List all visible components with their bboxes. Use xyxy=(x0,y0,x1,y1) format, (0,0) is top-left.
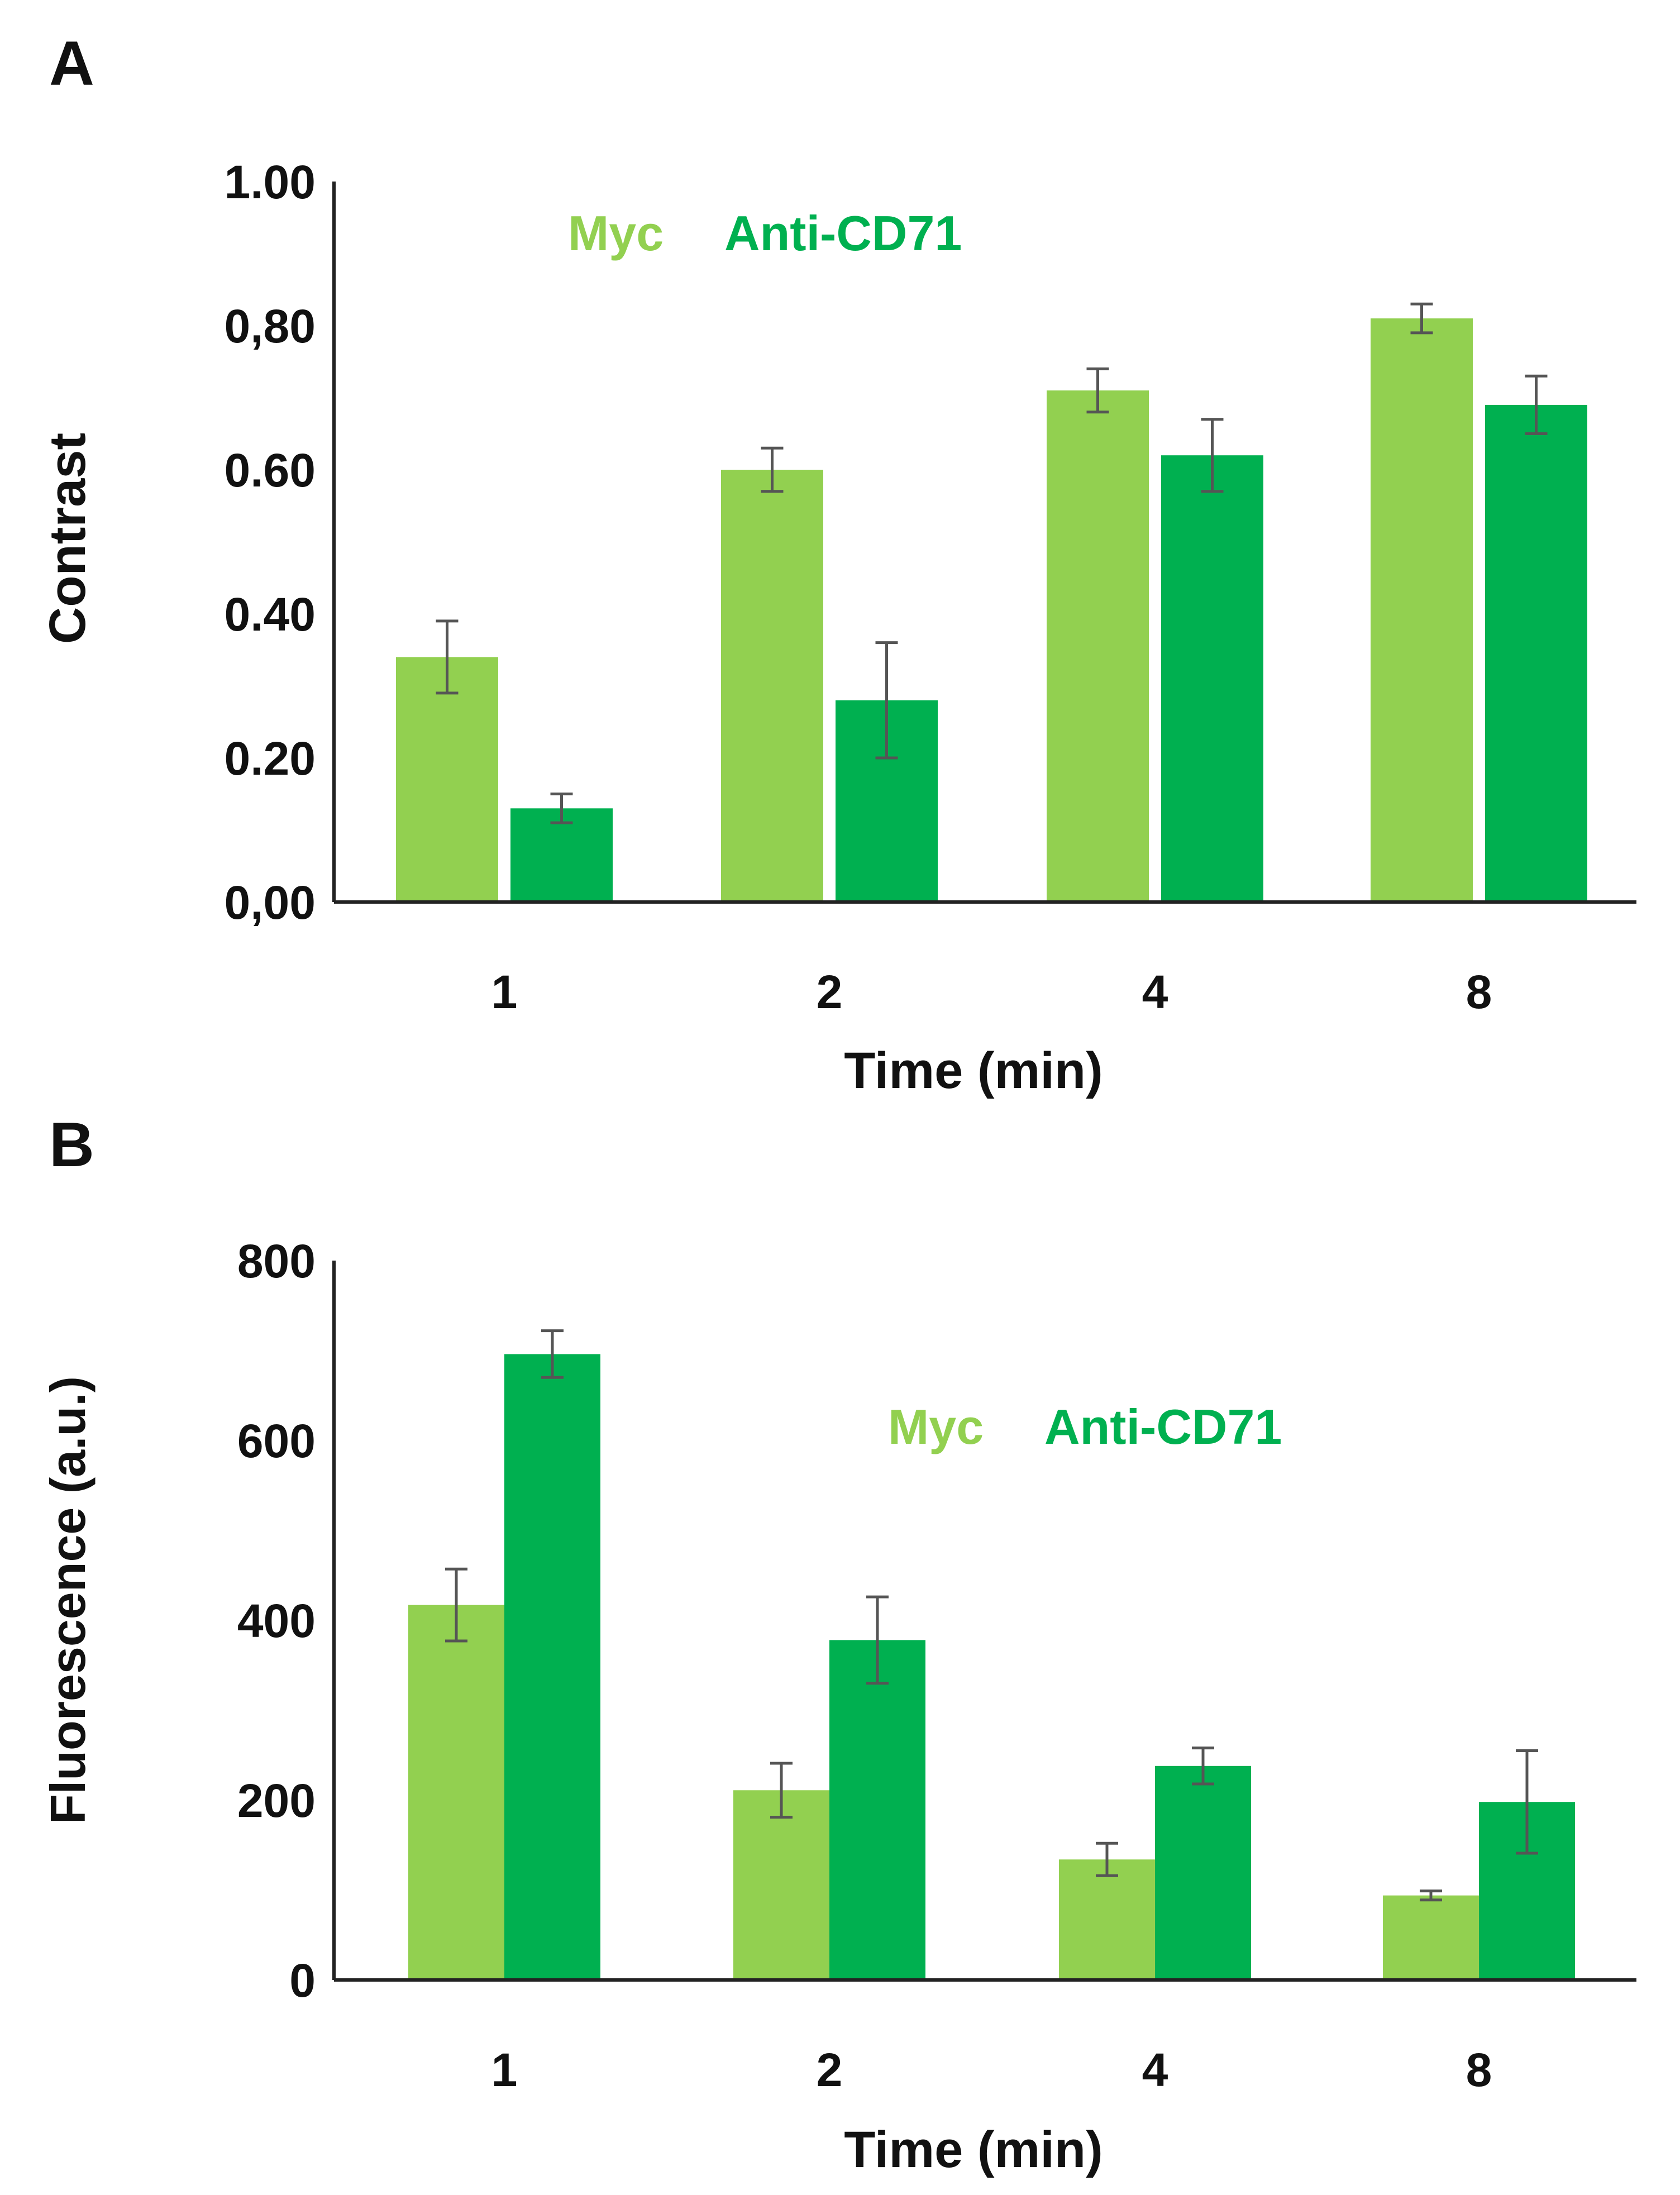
panel-a-y-tick-labels: 0,00 0.20 0.40 0.60 0,80 1.00 xyxy=(225,156,316,929)
panel-b-legend: Myc Anti-CD71 xyxy=(888,1399,1282,1454)
bar-myc-t4 xyxy=(1047,390,1149,902)
error-bar-anti-cd71-t4 xyxy=(1192,1747,1214,1786)
error-bar-myc-t1 xyxy=(445,1567,467,1643)
x-tick-label: 1 xyxy=(491,2044,518,2096)
bar-myc-t1 xyxy=(396,657,498,902)
x-tick-label: 2 xyxy=(817,966,843,1018)
panel-b-plot-area xyxy=(408,1329,1575,1980)
panel-a-plot-area xyxy=(396,302,1587,902)
y-tick-label: 0.60 xyxy=(225,444,316,497)
error-bar-anti-cd71-t1 xyxy=(550,793,573,824)
panel-a-legend-myc: Myc xyxy=(568,206,664,261)
bar-myc-t1 xyxy=(408,1605,504,1980)
error-bar-myc-t2 xyxy=(770,1762,793,1819)
bar-myc-t8 xyxy=(1383,1895,1479,1980)
error-bar-anti-cd71-t4 xyxy=(1201,418,1224,493)
x-tick-label: 4 xyxy=(1142,966,1168,1018)
y-tick-label: 0.20 xyxy=(225,732,316,785)
bar-anti-cd71-t4 xyxy=(1161,455,1263,902)
panel-b-legend-myc: Myc xyxy=(888,1399,984,1454)
bar-anti-cd71-t1 xyxy=(504,1354,600,1980)
y-tick-label: 0,00 xyxy=(225,876,316,929)
panel-a-x-axis-label: Time (min) xyxy=(844,1042,1102,1099)
x-tick-label: 2 xyxy=(817,2044,843,2096)
x-tick-label: 8 xyxy=(1466,2044,1492,2096)
y-tick-label: 400 xyxy=(237,1595,316,1647)
error-bar-anti-cd71-t8 xyxy=(1516,1749,1538,1855)
x-tick-label: 8 xyxy=(1466,966,1492,1018)
panel-b-y-tick-labels: 0 200 400 600 800 xyxy=(237,1235,316,2007)
bar-myc-t2 xyxy=(721,470,823,902)
error-bar-myc-t8 xyxy=(1420,1889,1442,1902)
panel-b-y-axis-label: Fluorescence (a.u.) xyxy=(40,1376,96,1824)
bar-myc-t2 xyxy=(733,1790,829,1980)
y-tick-label: 1.00 xyxy=(225,156,316,208)
panel-a-legend-anti-cd71: Anti-CD71 xyxy=(724,206,962,261)
y-tick-label: 200 xyxy=(237,1774,316,1827)
panel-a-y-axis-label: Contrast xyxy=(39,433,96,644)
x-tick-label: 4 xyxy=(1142,2044,1168,2096)
panel-a-legend: Myc Anti-CD71 xyxy=(568,206,962,261)
bar-myc-t4 xyxy=(1059,1859,1155,1980)
bar-anti-cd71-t8 xyxy=(1485,404,1587,902)
y-tick-label: 600 xyxy=(237,1415,316,1467)
y-tick-label: 0,80 xyxy=(225,300,316,352)
bar-anti-cd71-t2 xyxy=(829,1640,925,1980)
error-bar-myc-t2 xyxy=(761,446,784,493)
panel-b-label: B xyxy=(49,1110,94,1180)
panel-a-chart: A 0,00 0.20 0.40 0.60 0,80 1.00 1 2 4 8 Time (mi… xyxy=(39,28,1636,1099)
error-bar-anti-cd71-t2 xyxy=(875,641,898,760)
panel-b-x-tick-labels: 1 2 4 8 xyxy=(491,2044,1492,2096)
error-bar-anti-cd71-t8 xyxy=(1525,374,1548,435)
y-tick-label: 0.40 xyxy=(225,588,316,641)
y-tick-label: 800 xyxy=(237,1235,316,1287)
error-bar-anti-cd71-t2 xyxy=(866,1595,889,1685)
panel-b-chart: B 0 200 400 600 800 1 2 4 8 Time (min) Fluoresc… xyxy=(40,1110,1636,2178)
error-bar-myc-t4 xyxy=(1086,367,1109,414)
bar-anti-cd71-t4 xyxy=(1155,1765,1251,1980)
bar-myc-t8 xyxy=(1371,318,1473,902)
panel-b-legend-anti-cd71: Anti-CD71 xyxy=(1044,1399,1282,1454)
panel-b-x-axis-label: Time (min) xyxy=(844,2121,1102,2178)
error-bar-myc-t4 xyxy=(1096,1841,1118,1877)
panel-a-label: A xyxy=(49,28,94,98)
error-bar-myc-t1 xyxy=(436,619,459,695)
panel-a-x-tick-labels: 1 2 4 8 xyxy=(491,966,1492,1018)
x-tick-label: 1 xyxy=(491,966,518,1018)
y-tick-label: 0 xyxy=(289,1954,316,2007)
error-bar-anti-cd71-t1 xyxy=(541,1329,564,1379)
error-bar-myc-t8 xyxy=(1410,302,1433,335)
